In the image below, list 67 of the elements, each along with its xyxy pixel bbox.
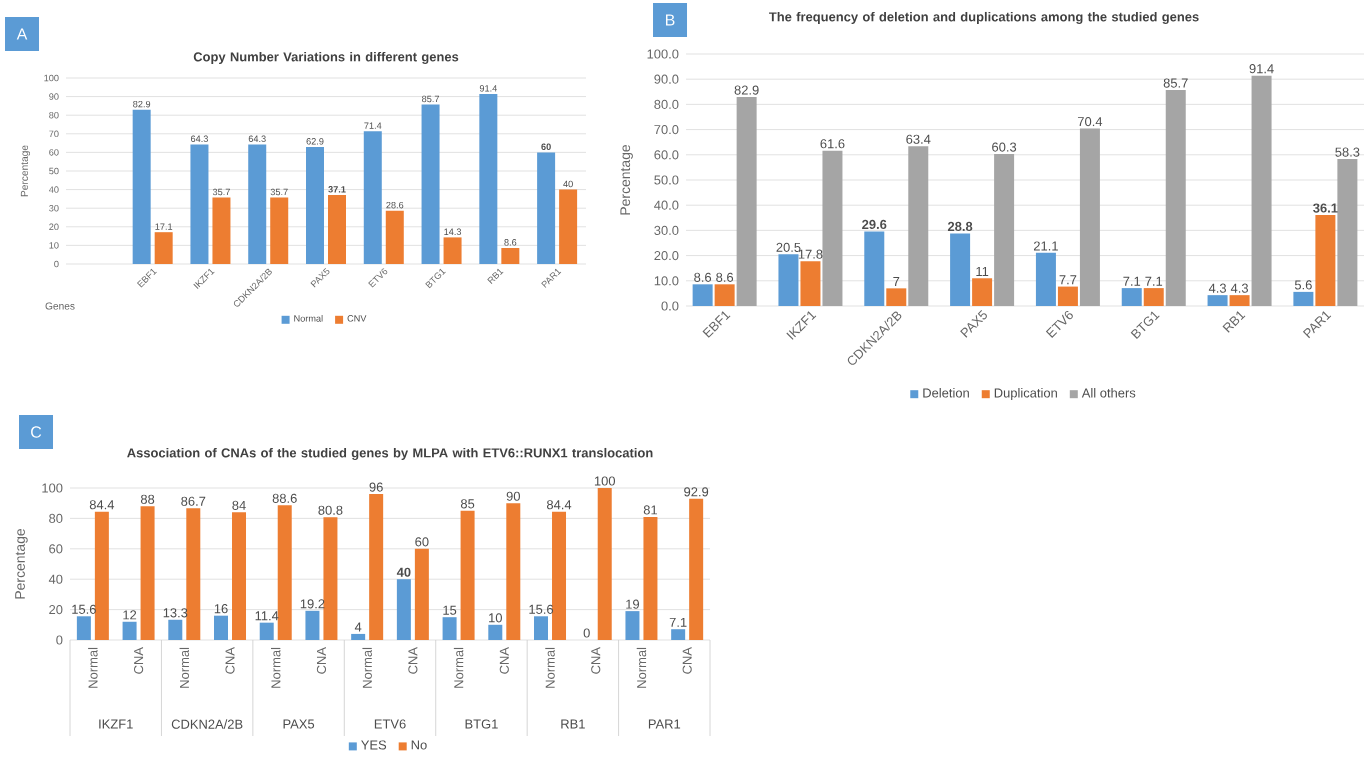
- bar: [186, 508, 201, 640]
- bar: [714, 284, 735, 306]
- bar: [385, 210, 404, 264]
- bar: [552, 511, 567, 640]
- bar: [671, 629, 686, 640]
- bar: [1121, 288, 1142, 306]
- bar: [689, 498, 704, 640]
- bar: [479, 93, 498, 264]
- bar: [625, 611, 640, 640]
- bar: [1035, 252, 1056, 306]
- bar: [800, 261, 821, 306]
- bar: [414, 548, 429, 640]
- bar: [643, 516, 658, 640]
- bar: [443, 237, 462, 264]
- bar: [168, 619, 183, 640]
- bar: [154, 232, 173, 264]
- bar: [76, 616, 91, 640]
- bar: [822, 150, 843, 306]
- bar: [778, 254, 799, 306]
- bar: [94, 511, 109, 640]
- bar: [212, 197, 231, 264]
- bar: [534, 616, 549, 640]
- bar: [1143, 288, 1164, 306]
- bar: [1251, 75, 1272, 306]
- bar: [506, 503, 521, 640]
- bar: [132, 109, 151, 264]
- bar: [994, 154, 1015, 306]
- bar: [864, 231, 885, 306]
- bar: [214, 615, 229, 640]
- bar: [140, 506, 155, 640]
- bar: [232, 512, 247, 640]
- bar: [369, 494, 384, 640]
- bar: [488, 624, 503, 640]
- bar: [736, 97, 757, 306]
- bar: [1165, 90, 1186, 306]
- bar: [305, 610, 320, 640]
- bar: [270, 197, 289, 264]
- bar: [1207, 295, 1228, 306]
- bar: [442, 617, 457, 640]
- bar: [351, 633, 366, 640]
- bar: [396, 579, 411, 640]
- bar: [908, 146, 929, 306]
- bar: [1293, 291, 1314, 306]
- bar: [421, 104, 440, 264]
- bar: [886, 288, 907, 306]
- bar: [597, 488, 612, 640]
- bar: [248, 144, 267, 264]
- bar: [122, 621, 137, 640]
- bar: [306, 147, 324, 264]
- bar: [972, 278, 993, 306]
- bar: [501, 248, 520, 264]
- bar: [328, 194, 346, 264]
- bar: [559, 189, 578, 264]
- bar: [1337, 159, 1358, 306]
- bar: [1229, 295, 1250, 306]
- bar: [460, 510, 475, 640]
- bar: [537, 152, 556, 264]
- bar: [277, 505, 292, 640]
- bar: [1079, 128, 1100, 306]
- bar: [363, 131, 382, 264]
- bar: [190, 144, 209, 264]
- bar: [1315, 215, 1336, 306]
- bar: [323, 517, 338, 640]
- bar: [259, 622, 274, 640]
- bar: [950, 233, 971, 306]
- bar: [1057, 286, 1078, 306]
- bar: [692, 284, 713, 306]
